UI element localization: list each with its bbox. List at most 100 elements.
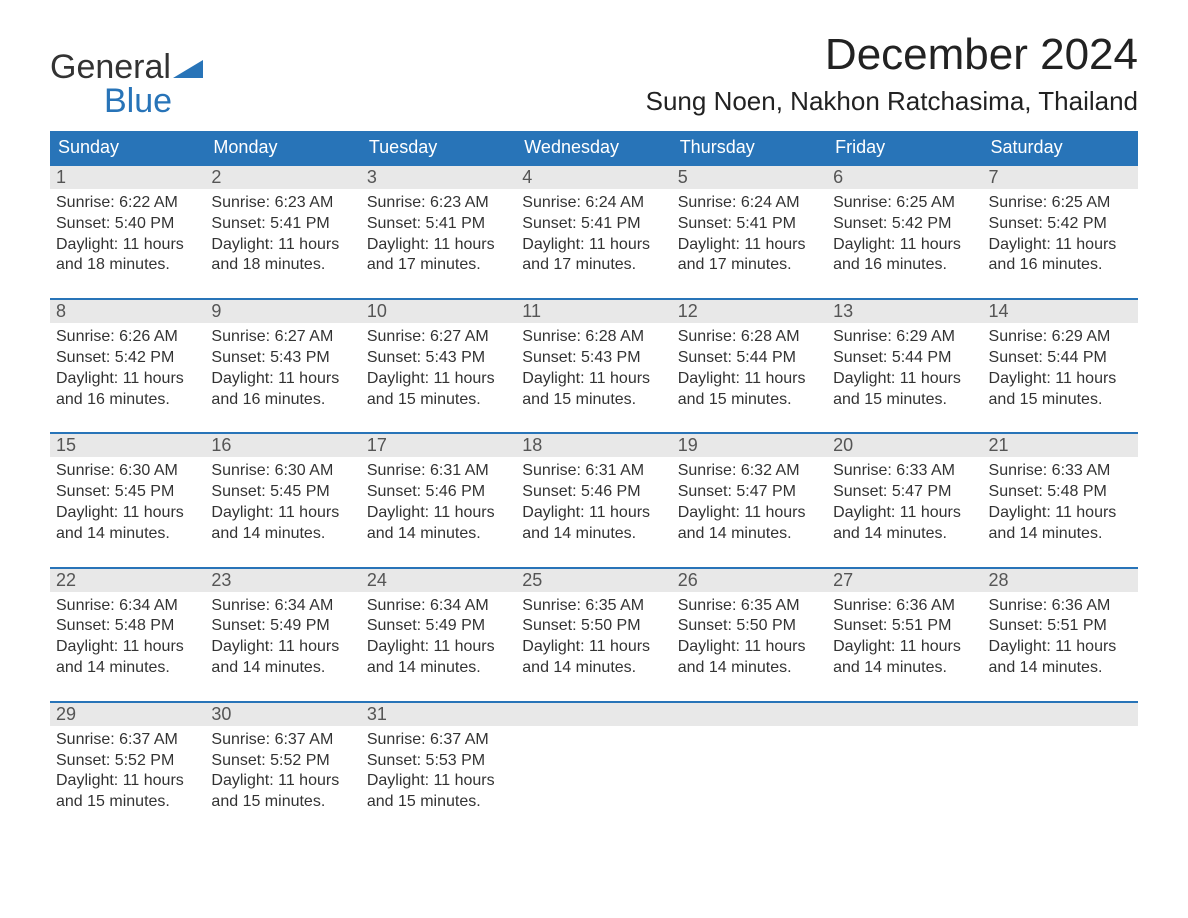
sunrise-text: Sunrise: 6:27 AM bbox=[367, 327, 510, 348]
day-detail: Sunrise: 6:26 AMSunset: 5:42 PMDaylight:… bbox=[50, 323, 205, 410]
sunrise-text: Sunrise: 6:35 AM bbox=[678, 596, 821, 617]
sunset-text: Sunset: 5:40 PM bbox=[56, 214, 199, 235]
day-detail: Sunrise: 6:22 AMSunset: 5:40 PMDaylight:… bbox=[50, 189, 205, 276]
day-number bbox=[516, 703, 671, 726]
daylight-text: Daylight: 11 hours and 14 minutes. bbox=[522, 637, 665, 679]
day-number-row: 1234567 bbox=[50, 166, 1138, 189]
sunrise-text: Sunrise: 6:34 AM bbox=[211, 596, 354, 617]
daylight-text: Daylight: 11 hours and 14 minutes. bbox=[678, 637, 821, 679]
dow-cell: Thursday bbox=[672, 131, 827, 164]
day-number-row: 891011121314 bbox=[50, 300, 1138, 323]
brand-line1-wrap: General bbox=[50, 50, 203, 84]
day-detail: Sunrise: 6:28 AMSunset: 5:43 PMDaylight:… bbox=[516, 323, 671, 410]
sunrise-text: Sunrise: 6:26 AM bbox=[56, 327, 199, 348]
sunrise-text: Sunrise: 6:31 AM bbox=[522, 461, 665, 482]
daylight-text: Daylight: 11 hours and 14 minutes. bbox=[211, 503, 354, 545]
daylight-text: Daylight: 11 hours and 16 minutes. bbox=[833, 235, 976, 277]
brand-logo: General Blue bbox=[50, 30, 203, 118]
daylight-text: Daylight: 11 hours and 15 minutes. bbox=[833, 369, 976, 411]
day-detail-row: Sunrise: 6:37 AM Sunset: 5:52 PM Daylight:… bbox=[50, 726, 1138, 813]
sunrise-text: Sunrise: 6:24 AM bbox=[678, 193, 821, 214]
sunset-text: Sunset: 5:43 PM bbox=[522, 348, 665, 369]
sunset-text: Sunset: 5:48 PM bbox=[56, 616, 199, 637]
day-number bbox=[827, 703, 982, 726]
header: General Blue December 2024 Sung Noen, Na… bbox=[50, 30, 1138, 127]
day-detail-row: Sunrise: 6:34 AMSunset: 5:48 PMDaylight:… bbox=[50, 592, 1138, 679]
daylight-text: Daylight: 11 hours and 16 minutes. bbox=[989, 235, 1132, 277]
daylight-text: Daylight: 11 hours and 18 minutes. bbox=[211, 235, 354, 277]
sunset-text: Sunset: 5:51 PM bbox=[833, 616, 976, 637]
daylight-text: Daylight: 11 hours and 14 minutes. bbox=[56, 503, 199, 545]
daylight-text: Daylight: 11 hours and 14 minutes. bbox=[833, 503, 976, 545]
day-number: 18 bbox=[516, 434, 671, 457]
sunrise-text: Sunrise: 6:37 AM bbox=[211, 730, 354, 751]
day-detail: Sunrise: 6:27 AMSunset: 5:43 PMDaylight:… bbox=[361, 323, 516, 410]
sunrise-text: Sunrise: 6:30 AM bbox=[211, 461, 354, 482]
sunset-text: Sunset: 5:49 PM bbox=[211, 616, 354, 637]
week-row: 1234567Sunrise: 6:22 AMSunset: 5:40 PMDa… bbox=[50, 164, 1138, 276]
daylight-text: Daylight: 11 hours and 15 minutes. bbox=[367, 771, 510, 813]
sunrise-text: Sunrise: 6:23 AM bbox=[211, 193, 354, 214]
daylight-text: Daylight: 11 hours and 14 minutes. bbox=[522, 503, 665, 545]
daylight-text: Daylight: 11 hours and 17 minutes. bbox=[367, 235, 510, 277]
day-number: 20 bbox=[827, 434, 982, 457]
daylight-text: Daylight: 11 hours and 16 minutes. bbox=[56, 369, 199, 411]
day-detail: Sunrise: 6:30 AMSunset: 5:45 PMDaylight:… bbox=[50, 457, 205, 544]
sunrise-text: Sunrise: 6:25 AM bbox=[833, 193, 976, 214]
day-number: 28 bbox=[983, 569, 1138, 592]
day-number: 14 bbox=[983, 300, 1138, 323]
day-number: 23 bbox=[205, 569, 360, 592]
sunrise-text: Sunrise: 6:34 AM bbox=[367, 596, 510, 617]
day-number: 10 bbox=[361, 300, 516, 323]
day-number bbox=[672, 703, 827, 726]
day-of-week-header: SundayMondayTuesdayWednesdayThursdayFrid… bbox=[50, 131, 1138, 164]
sunset-text: Sunset: 5:41 PM bbox=[522, 214, 665, 235]
day-number: 5 bbox=[672, 166, 827, 189]
sunset-text: Sunset: 5:45 PM bbox=[211, 482, 354, 503]
sunset-text: Sunset: 5:46 PM bbox=[367, 482, 510, 503]
daylight-text: Daylight: 11 hours and 14 minutes. bbox=[56, 637, 199, 679]
day-number: 19 bbox=[672, 434, 827, 457]
day-number: 13 bbox=[827, 300, 982, 323]
dow-cell: Monday bbox=[205, 131, 360, 164]
sunset-text: Sunset: 5:52 PM bbox=[56, 751, 199, 772]
sunrise-text: Sunrise: 6:30 AM bbox=[56, 461, 199, 482]
sunrise-text: Sunrise: 6:32 AM bbox=[678, 461, 821, 482]
day-detail bbox=[516, 726, 671, 813]
day-detail: Sunrise: 6:24 AMSunset: 5:41 PMDaylight:… bbox=[516, 189, 671, 276]
sunrise-text: Sunrise: 6:31 AM bbox=[367, 461, 510, 482]
day-number: 12 bbox=[672, 300, 827, 323]
day-detail: Sunrise: 6:23 AMSunset: 5:41 PMDaylight:… bbox=[205, 189, 360, 276]
day-detail: Sunrise: 6:35 AMSunset: 5:50 PMDaylight:… bbox=[672, 592, 827, 679]
day-detail: Sunrise: 6:28 AMSunset: 5:44 PMDaylight:… bbox=[672, 323, 827, 410]
sunset-text: Sunset: 5:50 PM bbox=[522, 616, 665, 637]
brand-triangle-icon bbox=[173, 50, 203, 84]
day-detail: Sunrise: 6:37 AMSunset: 5:52 PMDaylight:… bbox=[205, 726, 360, 813]
sunset-text: Sunset: 5:44 PM bbox=[989, 348, 1132, 369]
sunset-text: Sunset: 5:45 PM bbox=[56, 482, 199, 503]
day-number: 6 bbox=[827, 166, 982, 189]
day-detail: Sunrise: 6:29 AMSunset: 5:44 PMDaylight:… bbox=[827, 323, 982, 410]
day-number: 9 bbox=[205, 300, 360, 323]
day-number: 25 bbox=[516, 569, 671, 592]
day-detail: Sunrise: 6:34 AMSunset: 5:49 PMDaylight:… bbox=[205, 592, 360, 679]
day-number: 8 bbox=[50, 300, 205, 323]
day-number-row: 15161718192021 bbox=[50, 434, 1138, 457]
day-number bbox=[983, 703, 1138, 726]
sunrise-text: Sunrise: 6:36 AM bbox=[989, 596, 1132, 617]
dow-cell: Sunday bbox=[50, 131, 205, 164]
sunset-text: Sunset: 5:51 PM bbox=[989, 616, 1132, 637]
sunset-text: Sunset: 5:41 PM bbox=[211, 214, 354, 235]
dow-cell: Tuesday bbox=[361, 131, 516, 164]
week-row: 293031Sunrise: 6:37 AMSunset: 5:52 PMDay… bbox=[50, 701, 1138, 813]
sunrise-text: Sunrise: 6:23 AM bbox=[367, 193, 510, 214]
day-detail: Sunrise: 6:23 AMSunset: 5:41 PMDaylight:… bbox=[361, 189, 516, 276]
week-row: 891011121314Sunrise: 6:26 AMSunset: 5:42… bbox=[50, 298, 1138, 410]
dow-cell: Friday bbox=[827, 131, 982, 164]
day-number: 31 bbox=[361, 703, 516, 726]
day-number: 21 bbox=[983, 434, 1138, 457]
day-detail: Sunrise: 6:24 AMSunset: 5:41 PMDaylight:… bbox=[672, 189, 827, 276]
day-detail: Sunrise: 6:30 AMSunset: 5:45 PMDaylight:… bbox=[205, 457, 360, 544]
weeks-container: 1234567Sunrise: 6:22 AMSunset: 5:40 PMDa… bbox=[50, 164, 1138, 813]
daylight-text: Daylight: 11 hours and 15 minutes. bbox=[211, 771, 354, 813]
